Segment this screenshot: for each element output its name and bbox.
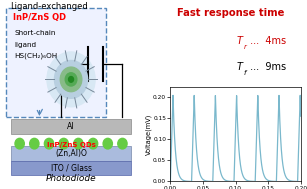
Circle shape: [68, 77, 74, 82]
Text: (Zn,Al)O: (Zn,Al)O: [55, 149, 87, 158]
Circle shape: [59, 138, 68, 149]
Y-axis label: Voltage(mV): Voltage(mV): [145, 114, 152, 155]
Text: Short-chain: Short-chain: [15, 30, 56, 36]
Text: T: T: [236, 62, 242, 72]
Text: ...  9ms: ... 9ms: [247, 62, 286, 72]
Circle shape: [47, 52, 95, 107]
Text: InP/ZnS QD: InP/ZnS QD: [13, 13, 66, 22]
Circle shape: [15, 138, 24, 149]
Text: Al: Al: [67, 122, 75, 131]
Circle shape: [54, 60, 87, 98]
Text: Photodiode: Photodiode: [46, 174, 96, 183]
Circle shape: [103, 138, 112, 149]
Text: HS(CH₂)₆OH: HS(CH₂)₆OH: [15, 53, 58, 59]
Text: f: f: [244, 70, 247, 76]
Bar: [11, 146, 131, 161]
Text: ...  4ms: ... 4ms: [247, 36, 286, 46]
Circle shape: [30, 138, 39, 149]
Bar: [11, 119, 131, 134]
Circle shape: [118, 138, 127, 149]
Text: ligand: ligand: [15, 42, 37, 48]
Text: InP/ZnS QDs: InP/ZnS QDs: [47, 142, 95, 148]
Circle shape: [88, 138, 98, 149]
Circle shape: [45, 138, 54, 149]
Text: Ligand-exchanged: Ligand-exchanged: [10, 2, 87, 11]
Circle shape: [60, 67, 82, 92]
Text: T: T: [236, 36, 242, 46]
Circle shape: [74, 138, 83, 149]
Circle shape: [65, 73, 77, 86]
Text: ITO / Glass: ITO / Glass: [51, 163, 91, 172]
Text: r: r: [244, 44, 247, 50]
FancyBboxPatch shape: [6, 8, 106, 117]
Text: Fast response time: Fast response time: [177, 8, 284, 18]
Bar: [11, 161, 131, 175]
